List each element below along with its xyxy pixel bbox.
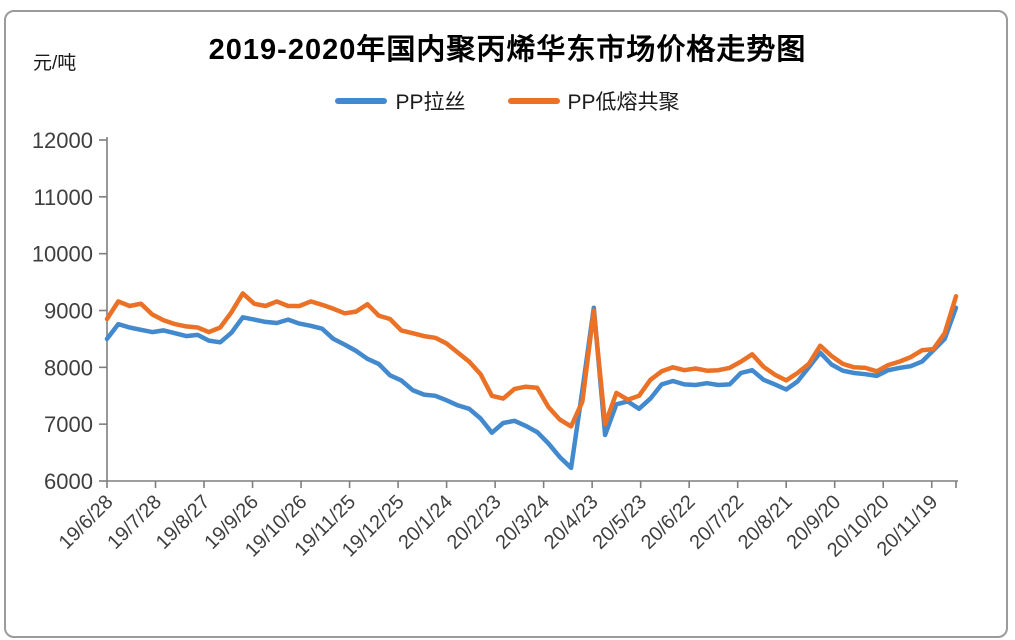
y-axis-tick-label: 9000 — [44, 299, 93, 324]
legend-item-pp-copolymer: PP低熔共聚 — [507, 86, 680, 116]
series-line-pp-copolymer — [104, 291, 959, 429]
y-axis-tick-label: 12000 — [32, 128, 93, 153]
y-axis-tick-label: 10000 — [32, 242, 93, 267]
series-line-pp-lasi — [104, 305, 959, 471]
y-axis-tick-label: 8000 — [44, 355, 93, 380]
y-axis-tick-label: 7000 — [44, 412, 93, 437]
y-axis-tick-label: 6000 — [44, 469, 93, 494]
legend-swatch-pp-copolymer-icon — [507, 98, 560, 104]
legend-swatch-pp-lasi-icon — [335, 98, 388, 104]
legend-item-pp-lasi: PP拉丝 — [335, 86, 466, 116]
legend-label-pp-copolymer: PP低熔共聚 — [567, 91, 680, 114]
chart-legend: PP拉丝 PP低熔共聚 — [0, 86, 1015, 116]
chart-title: 2019-2020年国内聚丙烯华东市场价格走势图 — [208, 34, 807, 66]
y-axis-unit-label: 元/吨 — [33, 53, 77, 74]
legend-label-pp-lasi: PP拉丝 — [395, 91, 466, 114]
y-axis-tick-label: 11000 — [33, 185, 93, 210]
